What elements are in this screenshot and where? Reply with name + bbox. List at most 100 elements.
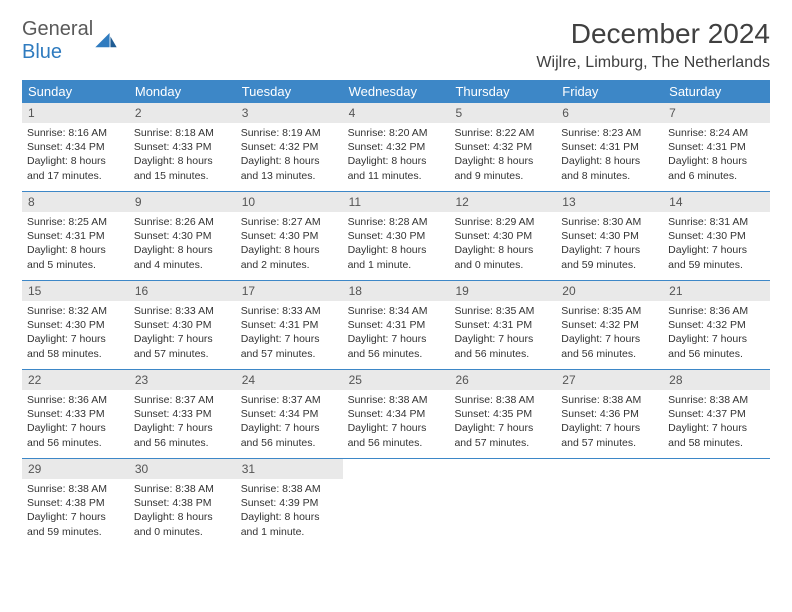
day-line: and 56 minutes. [27,436,124,450]
day-body: Sunrise: 8:18 AMSunset: 4:33 PMDaylight:… [129,123,236,189]
day-line: Sunrise: 8:22 AM [454,126,551,140]
day-cell: 16Sunrise: 8:33 AMSunset: 4:30 PMDayligh… [129,281,236,369]
day-number: 20 [556,281,663,301]
day-line: Sunset: 4:36 PM [561,407,658,421]
day-line: Sunset: 4:34 PM [241,407,338,421]
day-line: Daylight: 8 hours [134,243,231,257]
day-line: Daylight: 7 hours [454,332,551,346]
logo-text-block: General Blue [22,18,93,64]
day-cell: 28Sunrise: 8:38 AMSunset: 4:37 PMDayligh… [663,370,770,458]
day-line: Sunset: 4:34 PM [27,140,124,154]
day-line: Daylight: 8 hours [134,154,231,168]
day-number: 4 [343,103,450,123]
day-number: 7 [663,103,770,123]
day-cell: 13Sunrise: 8:30 AMSunset: 4:30 PMDayligh… [556,192,663,280]
day-body: Sunrise: 8:32 AMSunset: 4:30 PMDaylight:… [22,301,129,367]
day-body: Sunrise: 8:22 AMSunset: 4:32 PMDaylight:… [449,123,556,189]
day-cell: 23Sunrise: 8:37 AMSunset: 4:33 PMDayligh… [129,370,236,458]
day-body: Sunrise: 8:20 AMSunset: 4:32 PMDaylight:… [343,123,450,189]
day-number: 1 [22,103,129,123]
day-line: Sunrise: 8:26 AM [134,215,231,229]
day-body: Sunrise: 8:38 AMSunset: 4:36 PMDaylight:… [556,390,663,456]
day-cell: 19Sunrise: 8:35 AMSunset: 4:31 PMDayligh… [449,281,556,369]
day-cell: 1Sunrise: 8:16 AMSunset: 4:34 PMDaylight… [22,103,129,191]
empty-cell [343,459,450,547]
day-number: 2 [129,103,236,123]
day-line: and 4 minutes. [134,258,231,272]
day-line: Sunset: 4:33 PM [134,140,231,154]
day-line: and 8 minutes. [561,169,658,183]
day-body: Sunrise: 8:37 AMSunset: 4:34 PMDaylight:… [236,390,343,456]
day-line: Sunrise: 8:36 AM [27,393,124,407]
day-line: and 59 minutes. [668,258,765,272]
day-body: Sunrise: 8:26 AMSunset: 4:30 PMDaylight:… [129,212,236,278]
day-line: Daylight: 8 hours [241,510,338,524]
day-body: Sunrise: 8:29 AMSunset: 4:30 PMDaylight:… [449,212,556,278]
day-line: and 0 minutes. [454,258,551,272]
day-line: Sunset: 4:31 PM [27,229,124,243]
day-line: Daylight: 7 hours [668,332,765,346]
day-line: Daylight: 7 hours [668,243,765,257]
day-line: and 56 minutes. [348,436,445,450]
day-line: Sunrise: 8:28 AM [348,215,445,229]
day-line: Sunrise: 8:38 AM [241,482,338,496]
day-of-week-header: Tuesday [236,80,343,103]
day-line: and 56 minutes. [134,436,231,450]
day-number: 10 [236,192,343,212]
day-line: and 0 minutes. [134,525,231,539]
day-cell: 26Sunrise: 8:38 AMSunset: 4:35 PMDayligh… [449,370,556,458]
day-line: Daylight: 7 hours [134,332,231,346]
day-line: Sunrise: 8:35 AM [454,304,551,318]
logo-sail-icon [95,33,117,49]
day-number: 5 [449,103,556,123]
day-line: Daylight: 8 hours [27,243,124,257]
day-line: Sunrise: 8:35 AM [561,304,658,318]
day-cell: 22Sunrise: 8:36 AMSunset: 4:33 PMDayligh… [22,370,129,458]
day-number: 21 [663,281,770,301]
day-line: Sunset: 4:30 PM [668,229,765,243]
day-number: 15 [22,281,129,301]
day-line: Sunrise: 8:30 AM [561,215,658,229]
week-row: 29Sunrise: 8:38 AMSunset: 4:38 PMDayligh… [22,459,770,547]
day-cell: 31Sunrise: 8:38 AMSunset: 4:39 PMDayligh… [236,459,343,547]
day-body: Sunrise: 8:35 AMSunset: 4:32 PMDaylight:… [556,301,663,367]
day-line: Sunset: 4:30 PM [241,229,338,243]
day-line: Sunrise: 8:23 AM [561,126,658,140]
day-line: Daylight: 7 hours [561,421,658,435]
day-line: Sunrise: 8:37 AM [241,393,338,407]
day-body: Sunrise: 8:35 AMSunset: 4:31 PMDaylight:… [449,301,556,367]
day-cell: 7Sunrise: 8:24 AMSunset: 4:31 PMDaylight… [663,103,770,191]
week-row: 8Sunrise: 8:25 AMSunset: 4:31 PMDaylight… [22,192,770,281]
day-line: Sunrise: 8:37 AM [134,393,231,407]
day-number: 18 [343,281,450,301]
day-body: Sunrise: 8:33 AMSunset: 4:30 PMDaylight:… [129,301,236,367]
day-body: Sunrise: 8:38 AMSunset: 4:35 PMDaylight:… [449,390,556,456]
day-line: Daylight: 7 hours [668,421,765,435]
day-line: Sunset: 4:32 PM [348,140,445,154]
day-cell: 14Sunrise: 8:31 AMSunset: 4:30 PMDayligh… [663,192,770,280]
day-line: Sunrise: 8:27 AM [241,215,338,229]
header: General Blue December 2024 Wijlre, Limbu… [22,18,770,72]
day-body: Sunrise: 8:27 AMSunset: 4:30 PMDaylight:… [236,212,343,278]
day-line: Sunrise: 8:16 AM [27,126,124,140]
day-line: Sunset: 4:30 PM [348,229,445,243]
day-cell: 12Sunrise: 8:29 AMSunset: 4:30 PMDayligh… [449,192,556,280]
day-number: 17 [236,281,343,301]
day-line: Daylight: 7 hours [27,510,124,524]
day-cell: 9Sunrise: 8:26 AMSunset: 4:30 PMDaylight… [129,192,236,280]
day-line: Sunrise: 8:33 AM [134,304,231,318]
day-number: 3 [236,103,343,123]
day-line: and 58 minutes. [27,347,124,361]
day-line: and 6 minutes. [668,169,765,183]
day-line: Daylight: 7 hours [348,421,445,435]
day-line: and 59 minutes. [561,258,658,272]
day-line: Sunrise: 8:25 AM [27,215,124,229]
day-number: 22 [22,370,129,390]
day-line: and 5 minutes. [27,258,124,272]
day-line: Sunrise: 8:38 AM [561,393,658,407]
day-line: Sunset: 4:33 PM [134,407,231,421]
day-line: Sunset: 4:38 PM [27,496,124,510]
logo-text-general: General [22,18,93,40]
day-line: Daylight: 7 hours [27,332,124,346]
day-line: Sunset: 4:31 PM [348,318,445,332]
